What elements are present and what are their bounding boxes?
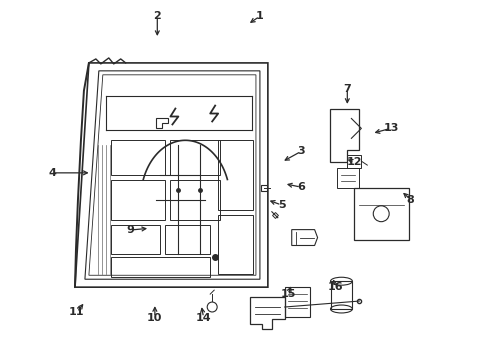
Text: 16: 16 [327, 282, 343, 292]
Text: 6: 6 [297, 182, 305, 192]
Bar [331, 281, 352, 309]
Bar [111, 140, 166, 175]
Text: 11: 11 [69, 307, 85, 317]
Bar [171, 180, 220, 220]
Text: 14: 14 [196, 312, 211, 323]
Bar [218, 215, 253, 274]
Text: 3: 3 [297, 147, 305, 157]
Text: 8: 8 [407, 195, 415, 204]
Text: 2: 2 [153, 12, 161, 21]
Text: 4: 4 [49, 168, 56, 178]
Bar [111, 180, 166, 220]
Text: 7: 7 [343, 84, 351, 94]
Bar [218, 140, 253, 210]
Text: 10: 10 [147, 312, 163, 323]
Text: 15: 15 [280, 289, 295, 299]
Text: 12: 12 [347, 157, 363, 167]
Bar [171, 140, 220, 175]
Text: 13: 13 [384, 123, 399, 133]
Bar [111, 257, 210, 277]
Text: 5: 5 [278, 200, 285, 210]
Text: 9: 9 [126, 225, 134, 235]
Bar [111, 225, 161, 255]
Text: 1: 1 [256, 12, 264, 21]
Bar [166, 225, 210, 255]
